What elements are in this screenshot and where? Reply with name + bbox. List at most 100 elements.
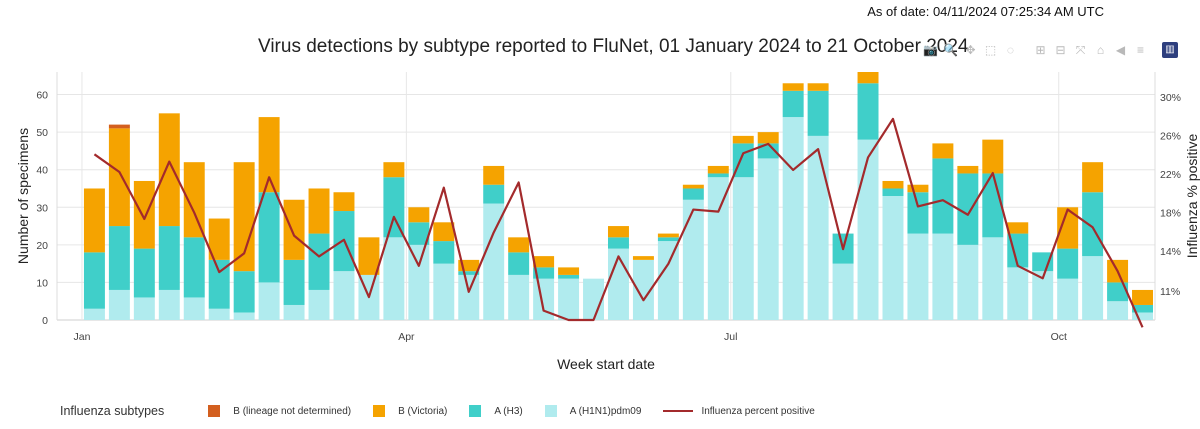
x-axis-title: Week start date [557, 356, 655, 372]
bar-b-victoria [383, 162, 405, 178]
bar-b-victoria [158, 113, 180, 227]
legend-item[interactable]: Influenza percent positive [663, 406, 815, 417]
bar-h1n1pdm09 [333, 271, 355, 320]
legend-item-label: A (H1N1)pdm09 [569, 405, 642, 417]
legend: Influenza subtypes B (lineage not determ… [60, 404, 837, 418]
x-tick-label: Apr [398, 331, 415, 343]
bar-h1n1pdm09 [1132, 312, 1154, 320]
bar-h1n1pdm09 [707, 177, 729, 320]
y2-tick-label: 14% [1160, 246, 1181, 258]
as-of-date: As of date: 04/11/2024 07:25:34 AM UTC [867, 4, 1104, 19]
bar-h1n1pdm09 [383, 237, 405, 320]
zoom-out-icon[interactable]: ⊟ [1055, 43, 1066, 57]
bar-b-victoria [882, 180, 904, 189]
bar-h3 [133, 248, 155, 298]
bar-h3 [408, 222, 430, 245]
bar-h1n1pdm09 [857, 139, 879, 320]
bar-h3 [857, 83, 879, 140]
bar-b-victoria [982, 139, 1004, 174]
download-icon[interactable]: 📷 [923, 43, 938, 57]
bar-b-victoria [433, 222, 455, 242]
bar-h1n1pdm09 [907, 233, 929, 320]
bar-h3 [533, 267, 555, 279]
y-tick-label: 0 [42, 315, 48, 327]
axes-layer: 0 10 20 30 40 50 60 11% 14% 18% 22% 26% 30% Jan Apr Jul… [15, 90, 1200, 372]
legend-swatch [544, 405, 557, 417]
x-tick-label: Jan [73, 331, 90, 343]
bar-h1n1pdm09 [233, 312, 255, 320]
bar-h3 [1132, 304, 1154, 313]
bar-h3 [233, 271, 255, 313]
bar-h3 [807, 90, 829, 136]
bar-h1n1pdm09 [433, 263, 455, 320]
reset-axes-icon[interactable]: ⌂ [1096, 43, 1105, 57]
bar-h3 [308, 233, 330, 290]
zoom-in-icon[interactable]: ⊞ [1035, 43, 1046, 57]
bar-h1n1pdm09 [932, 233, 954, 320]
bar-h1n1pdm09 [1032, 271, 1054, 320]
lasso-select-icon[interactable]: ◌ [1006, 43, 1015, 57]
legend-item[interactable]: B (Victoria) [373, 405, 447, 417]
bar-b-victoria [782, 83, 804, 91]
bar-h3 [83, 252, 105, 309]
bar-h1n1pdm09 [408, 244, 430, 320]
bar-b-victoria [807, 83, 829, 91]
bar-h1n1pdm09 [982, 237, 1004, 320]
legend-swatch [208, 405, 221, 417]
bar-b-victoria [1007, 222, 1029, 234]
bar-b-victoria [657, 233, 679, 238]
bar-h1n1pdm09 [657, 241, 679, 320]
bar-h3 [108, 226, 130, 290]
bar-h1n1pdm09 [832, 263, 854, 320]
y2-tick-label: 26% [1160, 131, 1181, 143]
chart-svg: 0 10 20 30 40 50 60 11% 14% 18% 22% 26% 30% Jan Apr Jul… [15, 72, 1200, 372]
legend-swatch [469, 405, 482, 417]
bar-b-victoria [607, 226, 629, 238]
legend-swatch [373, 405, 386, 417]
pan-icon[interactable]: ✥ [965, 43, 976, 57]
bar-h1n1pdm09 [258, 282, 280, 320]
bar-b-victoria [558, 267, 580, 275]
bar-b-victoria [957, 165, 979, 174]
bar-h3 [458, 271, 480, 275]
bar-b-victoria [108, 128, 130, 227]
bar-b-victoria [1082, 162, 1104, 193]
bar-h1n1pdm09 [83, 308, 105, 320]
bar-h3 [957, 173, 979, 245]
x-tick-label: Oct [1051, 331, 1067, 343]
legend-item[interactable]: B (lineage not determined) [208, 405, 351, 417]
legend-item[interactable]: A (H1N1)pdm09 [544, 405, 642, 417]
bar-b-victoria [533, 256, 555, 268]
bar-b-victoria [1132, 289, 1154, 305]
zoom-icon[interactable]: 🔍 [943, 43, 958, 57]
bar-h3 [982, 173, 1004, 238]
bar-h1n1pdm09 [108, 289, 130, 320]
spike-lines-icon[interactable]: ◀ [1115, 43, 1126, 57]
bar-b-victoria [632, 256, 654, 260]
bar-b-victoria [358, 237, 380, 275]
bar-b-victoria [333, 192, 355, 212]
bar-b-victoria [757, 132, 779, 144]
box-select-icon[interactable]: ⬚ [984, 43, 997, 57]
bar-h1n1pdm09 [158, 289, 180, 320]
bar-h1n1pdm09 [732, 177, 754, 320]
autoscale-icon[interactable]: ⤧ [1075, 43, 1086, 57]
bar-b-victoria [458, 259, 480, 272]
bar-h1n1pdm09 [283, 304, 305, 320]
legend-item-label: A (H3) [494, 405, 523, 417]
bar-h1n1pdm09 [583, 278, 605, 320]
bar-h3 [682, 188, 704, 200]
bar-h3 [283, 259, 305, 305]
bar-h1n1pdm09 [483, 203, 505, 320]
legend-item[interactable]: A (H3) [469, 405, 523, 417]
line-layer [93, 117, 1144, 328]
compare-hover-icon[interactable]: ≡ [1136, 43, 1144, 57]
bar-b-victoria [1057, 207, 1079, 249]
chart-title: Virus detections by subtype reported to … [258, 36, 969, 57]
bar-b-victoria [707, 165, 729, 174]
bar-h1n1pdm09 [308, 289, 330, 320]
legend-item-label: B (Victoria) [398, 405, 448, 417]
plotly-logo-icon[interactable]: ▥ [1162, 42, 1178, 58]
bar-h3 [183, 237, 205, 298]
bar-h1n1pdm09 [682, 199, 704, 320]
